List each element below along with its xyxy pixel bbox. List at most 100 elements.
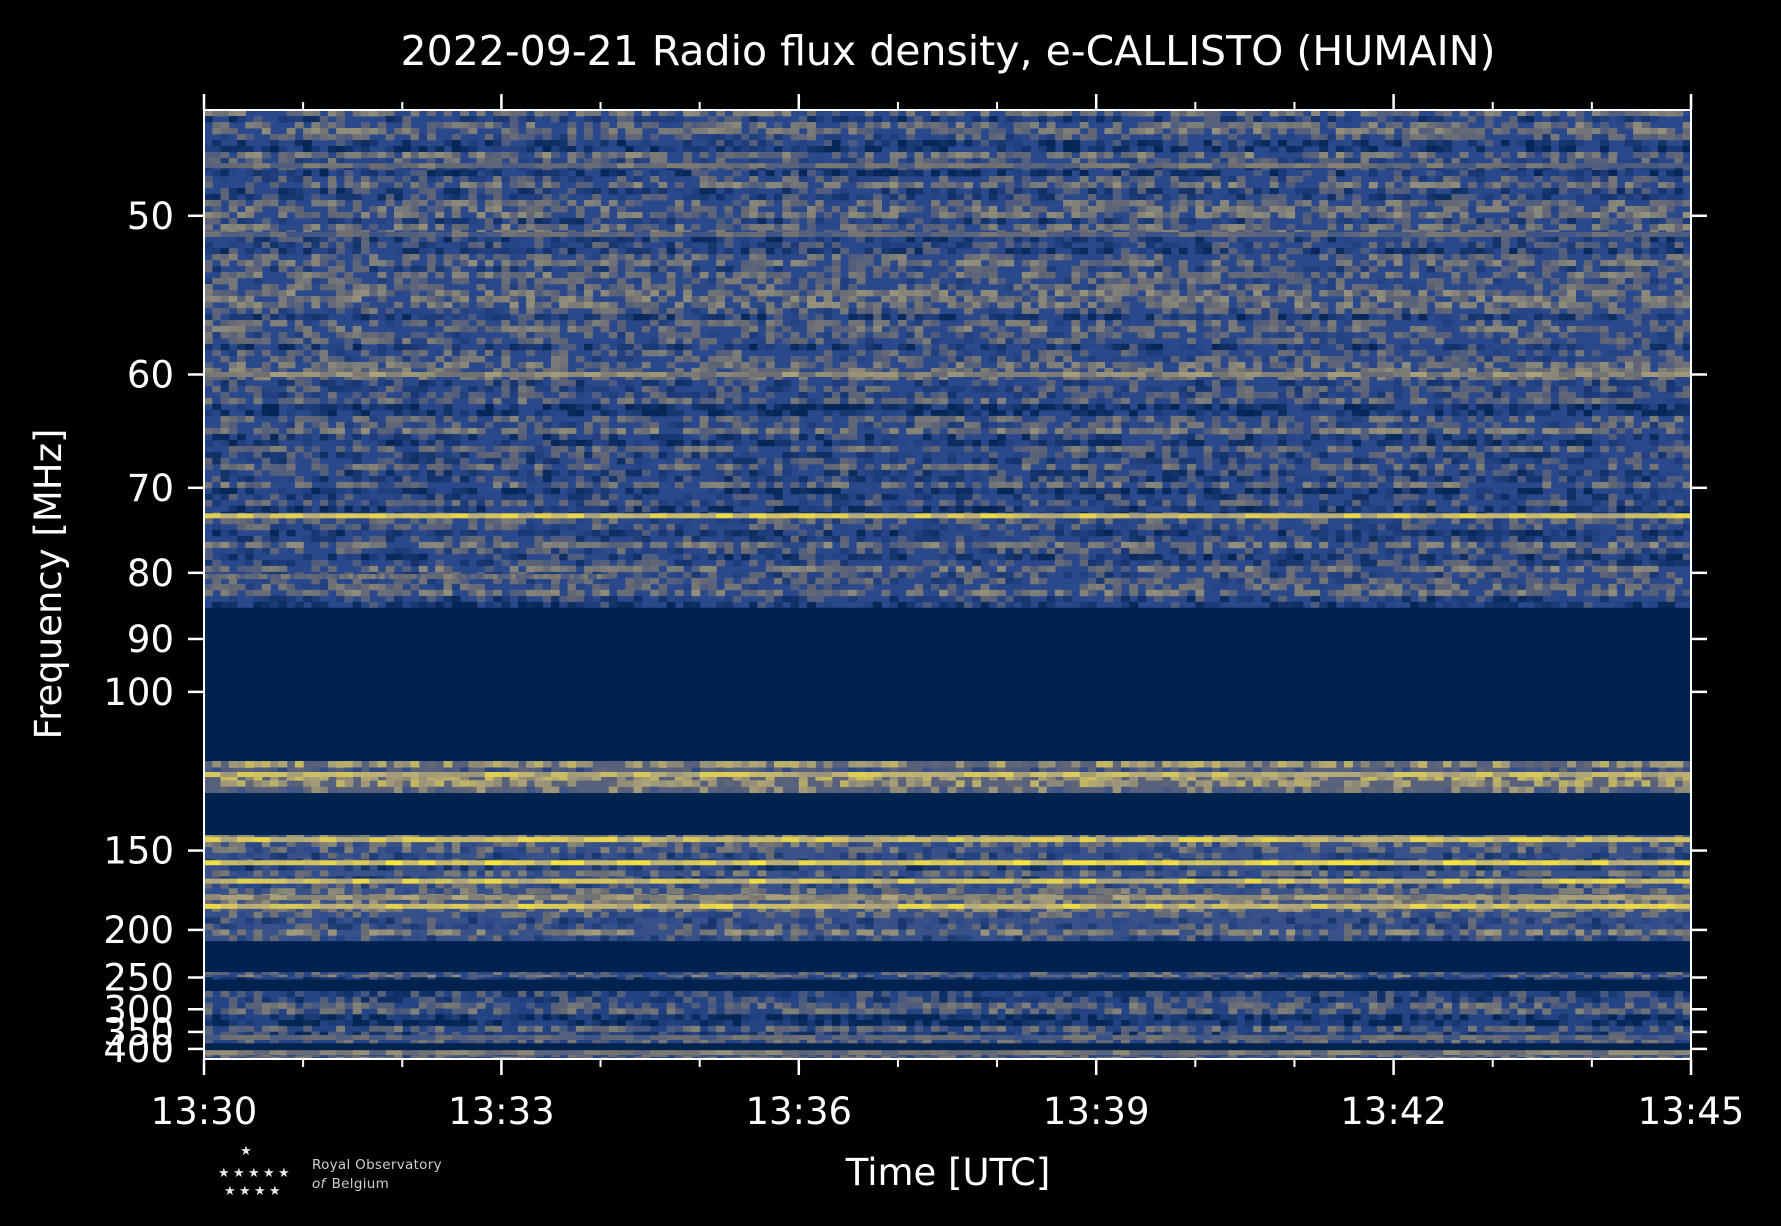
emission-line-segment xyxy=(319,513,337,519)
emission-line-segment xyxy=(334,574,340,580)
emission-line-segment xyxy=(262,574,268,580)
band-noise xyxy=(204,835,1692,942)
emission-line-segment xyxy=(253,837,271,843)
emission-line-segment xyxy=(699,771,717,777)
emission-line-segment xyxy=(1013,231,1031,237)
emission-line-segment xyxy=(732,163,750,169)
bright-emission-lines xyxy=(204,163,1692,1056)
emission-line-segment xyxy=(1129,1050,1147,1056)
emission-line-segment xyxy=(666,878,684,884)
emission-line-segment xyxy=(1377,837,1395,843)
emission-line-segment xyxy=(286,371,304,377)
emission-line-segment xyxy=(1129,878,1147,884)
emission-line-segment xyxy=(1575,513,1593,519)
emission-line-segment xyxy=(617,1050,635,1056)
emission-line-segment xyxy=(402,771,420,777)
emission-line-segment xyxy=(699,1035,717,1041)
emission-line-segment xyxy=(435,837,453,843)
emission-line-segment xyxy=(1426,163,1444,169)
emission-line-segment xyxy=(319,163,337,169)
emission-line-segment xyxy=(1030,771,1048,777)
emission-line-segment xyxy=(237,371,255,377)
emission-line-segment xyxy=(1558,903,1576,909)
emission-line-segment xyxy=(369,1035,387,1041)
emission-line-segment xyxy=(447,574,453,580)
emission-line-segment xyxy=(1641,513,1659,519)
emission-line-segment xyxy=(418,878,436,884)
emission-line-segment xyxy=(1591,1035,1609,1041)
emission-line-segment xyxy=(683,894,701,900)
emission-line-segment xyxy=(1542,1035,1560,1041)
emission-line-segment xyxy=(501,1035,519,1041)
emission-line-segment xyxy=(1393,903,1411,909)
emission-line-segment xyxy=(749,771,767,777)
emission-line-segment xyxy=(1261,771,1279,777)
emission-line-segment xyxy=(1608,860,1626,866)
emission-line-segment xyxy=(749,231,767,237)
emission-line-segment xyxy=(1410,860,1428,866)
emission-line-segment xyxy=(484,1035,502,1041)
emission-line-segment xyxy=(683,903,701,909)
emission-line-segment xyxy=(348,574,354,580)
emission-line-segment xyxy=(1046,513,1064,519)
emission-line-segment xyxy=(244,574,250,580)
emission-line-segment xyxy=(484,513,502,519)
emission-line-segment xyxy=(369,903,387,909)
emission-line-segment xyxy=(587,574,593,580)
emission-line-segment xyxy=(1360,231,1378,237)
emission-line-segment xyxy=(1377,860,1395,866)
emission-line-segment xyxy=(1145,860,1163,866)
emission-line-segment xyxy=(1624,371,1642,377)
y-tick-label: 60 xyxy=(127,353,174,396)
emission-line-segment xyxy=(270,163,288,169)
emission-line-segment xyxy=(1426,878,1444,884)
emission-line-segment xyxy=(1063,1035,1081,1041)
emission-line-segment xyxy=(633,513,651,519)
emission-line-segment xyxy=(1211,371,1229,377)
y-tick-label: 300 xyxy=(103,988,174,1031)
emission-line-segment xyxy=(782,231,800,237)
y-tick-label: 150 xyxy=(103,830,174,873)
emission-line-segment xyxy=(1079,860,1097,866)
emission-line-segment xyxy=(352,878,370,884)
emission-line-segment xyxy=(848,860,866,866)
emission-line-segment xyxy=(451,231,469,237)
emission-line-segment xyxy=(1277,837,1295,843)
emission-line-segment xyxy=(600,837,618,843)
emission-line-segment xyxy=(1228,903,1246,909)
emission-line-segment xyxy=(848,878,866,884)
emission-line-segment xyxy=(294,574,300,580)
emission-line-segment xyxy=(270,860,288,866)
emission-line-segment xyxy=(319,860,337,866)
emission-line-segment xyxy=(1244,1035,1262,1041)
emission-line-segment xyxy=(501,231,519,237)
emission-line-segment xyxy=(1112,903,1130,909)
emission-line-segment xyxy=(650,771,668,777)
emission-line-segment xyxy=(385,860,403,866)
emission-line-segment xyxy=(1624,771,1642,777)
emission-line-segment xyxy=(468,878,486,884)
emission-line-segment xyxy=(1162,771,1180,777)
emission-line-segment xyxy=(1244,837,1262,843)
emission-line-segment xyxy=(716,163,734,169)
emission-line-segment xyxy=(319,894,337,900)
emission-line-segment xyxy=(1542,1050,1560,1056)
emission-line-segment xyxy=(1277,878,1295,884)
emission-line-segment xyxy=(1079,878,1097,884)
emission-line-segment xyxy=(914,894,932,900)
emission-line-segment xyxy=(517,371,535,377)
emission-line-segment xyxy=(1162,513,1180,519)
emission-line-segment xyxy=(1261,837,1279,843)
emission-line-segment xyxy=(276,574,282,580)
emission-line-segment xyxy=(1327,878,1345,884)
emission-line-segment xyxy=(1277,371,1295,377)
emission-line-segment xyxy=(319,1035,337,1041)
emission-line-segment xyxy=(1112,371,1130,377)
emission-line-segment xyxy=(385,837,403,843)
emission-line-segment xyxy=(1476,1035,1494,1041)
emission-line-segment xyxy=(1178,878,1196,884)
emission-line-segment xyxy=(1112,163,1130,169)
emission-line-segment xyxy=(782,513,800,519)
emission-line-segment xyxy=(369,878,387,884)
emission-line-segment xyxy=(765,231,783,237)
